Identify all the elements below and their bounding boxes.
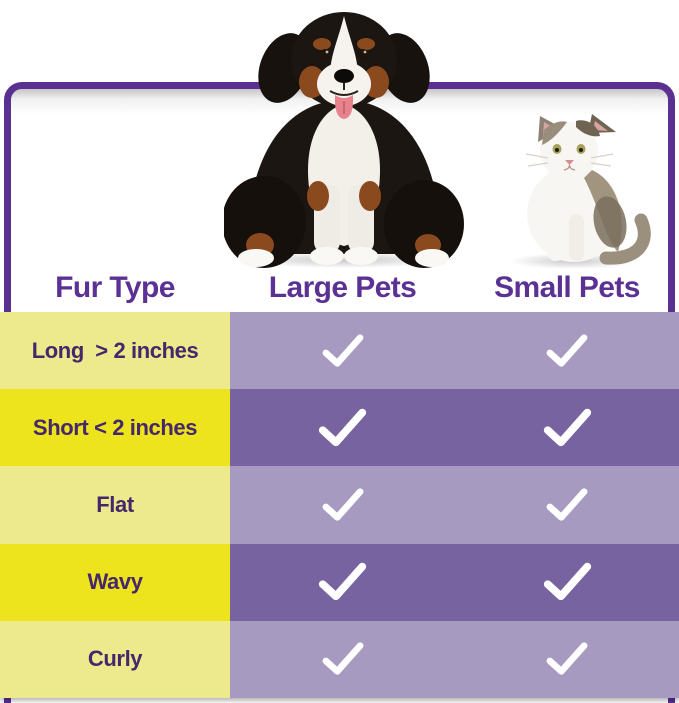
small-pet-cat-image (488, 110, 658, 270)
checkmark-icon (322, 333, 363, 367)
checkmark-icon (322, 488, 363, 521)
fur-type-cell: Long > 2 inches (0, 312, 230, 390)
fur-type-table: Long > 2 inches Short < 2 inches Flat (0, 312, 679, 699)
large-pets-cell (230, 389, 455, 467)
checkmark-icon (322, 642, 363, 676)
table-row: Short < 2 inches (0, 389, 679, 467)
checkmark-icon (546, 488, 588, 521)
table-row: Flat (0, 466, 679, 544)
checkmark-icon (546, 333, 588, 367)
small-pets-cell (455, 620, 679, 699)
checkmark-icon (318, 408, 367, 446)
checkmark-icon (318, 562, 367, 601)
large-pets-cell (230, 543, 455, 621)
table-header-row: Fur Type Large Pets Small Pets (0, 264, 679, 312)
header-large-pets: Large Pets (268, 271, 417, 304)
large-pets-cell (230, 312, 455, 390)
table-row: Long > 2 inches (0, 312, 679, 390)
small-pets-cell (455, 466, 679, 544)
fur-type-cell: Curly (0, 620, 230, 699)
large-pets-cell (230, 466, 455, 544)
table-row: Wavy (0, 543, 679, 621)
header-small-pets: Small Pets (494, 271, 640, 304)
large-pets-cell (230, 620, 455, 699)
fur-type-cell: Wavy (0, 543, 230, 621)
table-row: Curly (0, 620, 679, 699)
header-fur-type: Fur Type (55, 271, 175, 304)
checkmark-icon (543, 562, 591, 601)
large-pet-dog-image (222, 0, 464, 268)
small-pets-cell (455, 543, 679, 621)
fur-type-cell: Flat (0, 466, 230, 544)
small-pets-cell (455, 389, 679, 467)
small-pets-cell (455, 312, 679, 390)
checkmark-icon (543, 408, 591, 446)
checkmark-icon (546, 642, 588, 676)
fur-type-cell: Short < 2 inches (0, 389, 230, 467)
